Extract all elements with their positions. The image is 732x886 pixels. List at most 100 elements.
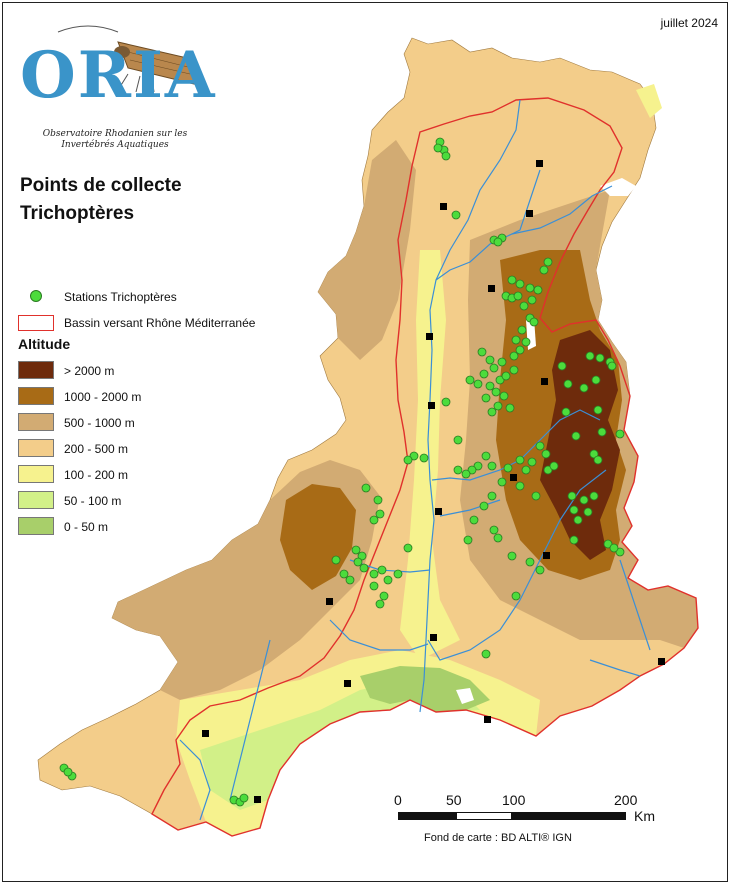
legend: Stations Trichoptères Bassin versant Rhô… [18, 286, 255, 542]
station-marker [383, 575, 393, 585]
station-marker [561, 407, 571, 417]
station-marker [511, 335, 521, 345]
altitude-swatch [18, 387, 54, 405]
station-marker [479, 369, 489, 379]
cities [202, 160, 665, 803]
station-marker [557, 361, 567, 371]
river-rhone [419, 185, 613, 713]
scale-tick-200: 200 [614, 792, 638, 808]
station-marker [521, 337, 531, 347]
station-marker [529, 317, 539, 327]
legend-altitude-classes: > 2000 m 1000 - 2000 m 500 - 1000 m 200 - 5… [18, 360, 141, 542]
city-marker [440, 203, 447, 210]
city-marker [541, 378, 548, 385]
station-marker [497, 477, 507, 487]
station-marker [515, 455, 525, 465]
altitude-swatch [18, 465, 54, 483]
station-marker [567, 491, 577, 501]
altitude-class-label: 0 - 50 m [64, 520, 109, 534]
station-marker [481, 451, 491, 461]
city-marker [536, 160, 543, 167]
station-marker [543, 465, 553, 475]
legend-stations-label: Stations Trichoptères [64, 290, 177, 304]
scale-bar: 0 50 100 200 Km [390, 792, 660, 852]
scale-unit: Km [634, 808, 655, 824]
station-marker [493, 237, 503, 247]
river-gard [329, 619, 429, 651]
station-marker [379, 591, 389, 601]
station-marker [463, 535, 473, 545]
station-marker [489, 525, 499, 535]
station-marker [603, 539, 613, 549]
station-marker [487, 461, 497, 471]
station-marker [403, 455, 413, 465]
map-source: Fond de carte : BD ALTI® IGN [424, 832, 572, 844]
river-drome [439, 499, 501, 517]
station-marker [591, 375, 601, 385]
legend-stations: Stations Trichoptères [18, 286, 177, 312]
altitude-swatch [18, 491, 54, 509]
station-marker [373, 495, 383, 505]
station-marker [441, 151, 451, 161]
station-marker [521, 465, 531, 475]
station-marker [359, 563, 369, 573]
legend-altitude-title: Altitude [18, 336, 71, 352]
basin-outline [151, 97, 699, 837]
station-marker [433, 143, 443, 153]
station-marker [497, 357, 507, 367]
lake-geneva [600, 178, 636, 196]
scale-tick-50: 50 [446, 792, 462, 808]
station-marker [515, 279, 525, 289]
station-marker [541, 449, 551, 459]
station-marker [563, 379, 573, 389]
station-marker [505, 403, 515, 413]
station-marker [593, 455, 603, 465]
station-marker [509, 365, 519, 375]
station-marker [589, 491, 599, 501]
station-marker [353, 557, 363, 567]
scale-tick-100: 100 [502, 792, 526, 808]
map-date: juillet 2024 [660, 16, 718, 30]
station-marker [579, 495, 589, 505]
station-marker [351, 545, 361, 555]
river-ain [511, 169, 541, 235]
scale-segment [512, 812, 626, 820]
station-marker [503, 463, 513, 473]
zone-100-200-valley [400, 250, 460, 660]
station-marker [615, 547, 625, 557]
station-marker [595, 353, 605, 363]
caddisfly-icon [57, 25, 197, 92]
altitude-class-label: 200 - 500 m [64, 442, 129, 456]
station-marker [519, 301, 529, 311]
station-marker [451, 210, 461, 220]
river-argens [589, 659, 641, 677]
logo-subtitle-line2: Invertébrés Aquatiques [61, 140, 169, 150]
station-marker [527, 295, 537, 305]
station-dot-icon [30, 290, 42, 302]
legend-altitude-class: 1000 - 2000 m [18, 386, 141, 412]
legend-altitude-class: > 2000 m [18, 360, 114, 386]
station-marker [477, 347, 487, 357]
scale-segment [456, 812, 512, 820]
altitude-class-label: 500 - 1000 m [64, 416, 135, 430]
basin-outline-icon [18, 315, 54, 331]
station-marker [569, 535, 579, 545]
station-marker [479, 501, 489, 511]
station-marker [481, 393, 491, 403]
station-marker [499, 391, 509, 401]
city-marker [435, 508, 442, 515]
station-marker [403, 543, 413, 553]
station-marker [515, 345, 525, 355]
river-var [619, 559, 651, 651]
legend-altitude-class: 50 - 100 m [18, 490, 121, 516]
river-saone [435, 99, 521, 281]
station-marker [469, 515, 479, 525]
station-marker [339, 569, 349, 579]
station-marker [579, 383, 589, 393]
station-marker [331, 555, 341, 565]
city-marker [426, 333, 433, 340]
legend-basin-label: Bassin versant Rhône Méditerranée [64, 316, 256, 330]
station-marker [593, 405, 603, 415]
legend-altitude-class: 100 - 200 m [18, 464, 128, 490]
